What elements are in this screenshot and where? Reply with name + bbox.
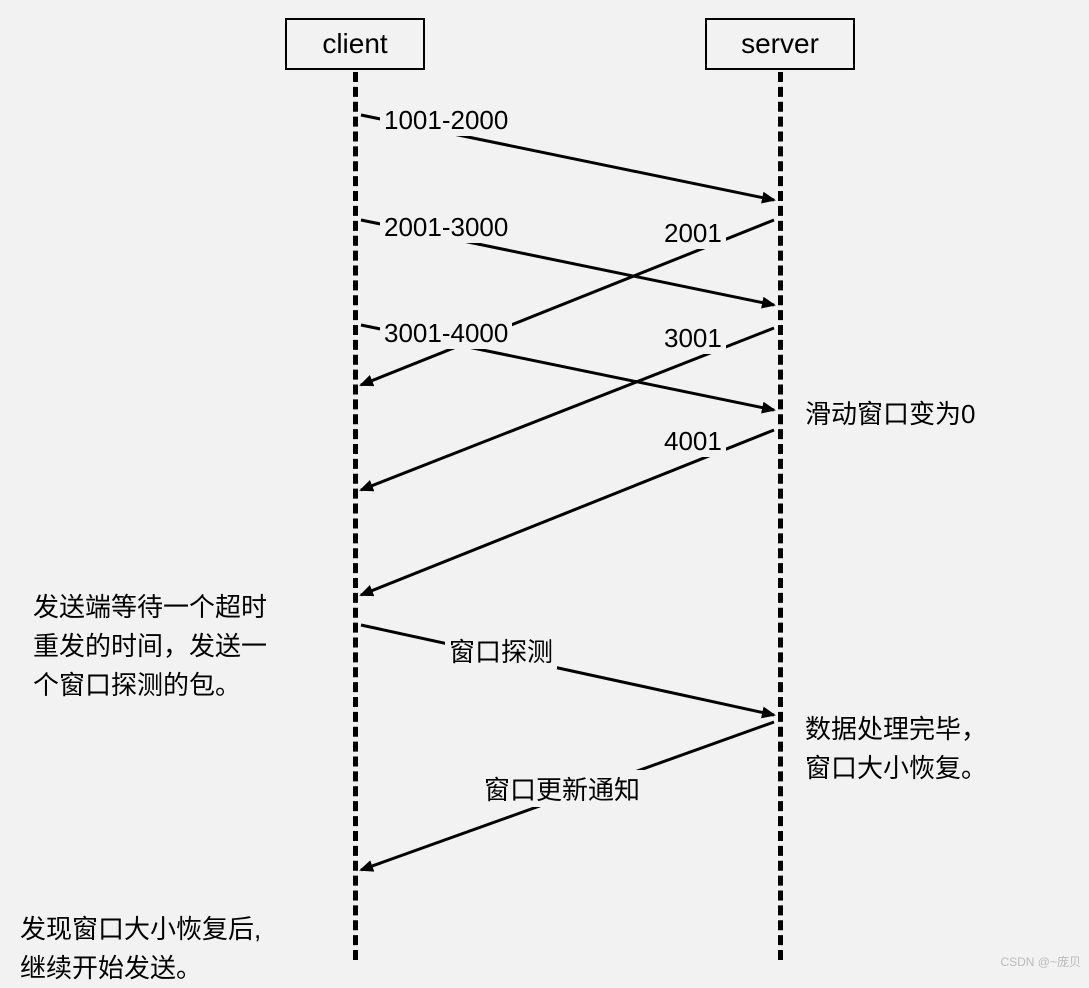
annotation-server-done: 数据处理完毕， 窗口大小恢复。 bbox=[805, 710, 987, 788]
annotation-resume-send: 发现窗口大小恢复后, 继续开始发送。 bbox=[20, 910, 261, 988]
msg-label-m3: 3001-4000 bbox=[380, 318, 512, 349]
annotation-sender-wait: 发送端等待一个超时 重发的时间，发送一 个窗口探测的包。 bbox=[33, 588, 267, 705]
annotation-window-zero: 滑动窗口变为0 bbox=[805, 395, 975, 434]
watermark: CSDN @~庞贝 bbox=[1000, 953, 1081, 970]
msg-label-p1: 窗口探测 bbox=[445, 632, 557, 669]
arrow-p1 bbox=[361, 625, 774, 715]
msg-label-a2: 3001 bbox=[660, 323, 726, 354]
msg-label-p2: 窗口更新通知 bbox=[480, 770, 644, 807]
sequence-arrows bbox=[0, 0, 1089, 976]
msg-label-a3: 4001 bbox=[660, 426, 726, 457]
msg-label-m1: 1001-2000 bbox=[380, 105, 512, 136]
msg-label-a1: 2001 bbox=[660, 218, 726, 249]
msg-label-m2: 2001-3000 bbox=[380, 212, 512, 243]
